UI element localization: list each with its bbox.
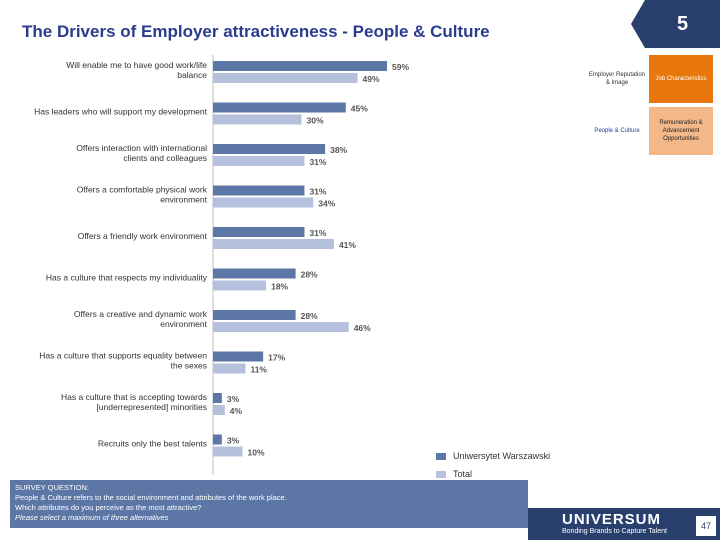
category-label: Offers a friendly work environment (78, 231, 208, 241)
bar-total (213, 239, 334, 249)
bar-total (213, 280, 267, 291)
category-label: Will enable me to have good work/life bal… (66, 60, 207, 80)
data-label-uw: 28% (301, 311, 318, 321)
legend-label-total: Total (453, 469, 473, 479)
category-label: Has a culture that supports equality bet… (39, 351, 207, 371)
bar-total (213, 363, 246, 374)
bar-uw (213, 61, 388, 71)
data-label-total: 34% (318, 199, 335, 209)
data-label-total: 10% (248, 448, 265, 458)
category-label: Has a culture that is accepting towards[… (61, 392, 207, 412)
data-label-total: 11% (250, 365, 267, 375)
data-label-total: 46% (354, 323, 371, 333)
survey-heading: SURVEY QUESTION: (15, 483, 89, 492)
bar-total (213, 114, 302, 125)
bar-uw (213, 351, 264, 362)
bar-uw (213, 227, 305, 237)
data-label-uw: 38% (330, 145, 347, 155)
category-job-characteristics: Job Characteristics (649, 55, 713, 103)
legend-swatch-total (436, 470, 446, 478)
legend-label-uw: Uniwersytet Warszawski (453, 451, 551, 461)
data-label-uw: 3% (227, 394, 240, 404)
category-label: Offers a comfortable physical work enviro… (77, 185, 208, 205)
bar-uw (213, 185, 305, 196)
bar-uw (213, 144, 326, 154)
bar-total (213, 197, 314, 208)
page-number: 47 (696, 516, 716, 536)
category-people-culture: People & Culture (585, 107, 649, 155)
category-employer-reputation: Employer Reputation & Image (585, 55, 649, 103)
data-label-total: 41% (339, 240, 356, 250)
bar-chart: Will enable me to have good work/life bal… (34, 55, 410, 475)
category-grid: Employer Reputation & Image Job Characte… (585, 55, 713, 155)
data-label-uw: 31% (309, 228, 326, 238)
bar-total (213, 322, 349, 332)
category-label: Has leaders who will support my developm… (34, 107, 208, 117)
data-label-total: 18% (271, 282, 288, 292)
universum-logo: UNIVERSUM (562, 511, 662, 528)
data-label-uw: 31% (309, 187, 326, 197)
survey-question-box: SURVEY QUESTION: People & Culture refers… (10, 480, 528, 528)
legend-item-total: Total (436, 465, 550, 483)
page-badge: 5 (631, 0, 720, 48)
page-title: The Drivers of Employer attractiveness -… (22, 22, 490, 41)
data-label-total: 31% (309, 157, 326, 167)
bar-total (213, 156, 305, 166)
category-label: Has a culture that respects my individua… (46, 273, 208, 283)
bar-total (213, 446, 243, 457)
category-label: Offers interaction with international cli… (76, 143, 207, 163)
data-label-uw: 3% (227, 436, 240, 446)
bar-total (213, 73, 358, 83)
legend-swatch-uw (436, 452, 446, 460)
data-label-total: 30% (307, 116, 324, 126)
data-label-uw: 17% (268, 353, 285, 363)
data-label-uw: 45% (351, 104, 368, 114)
survey-line-1: People & Culture refers to the social en… (15, 493, 287, 502)
legend-item-uw: Uniwersytet Warszawski (436, 447, 550, 465)
bar-uw (213, 102, 346, 113)
data-label-uw: 59% (392, 62, 409, 72)
bar-uw (213, 434, 222, 445)
survey-line-2: Which attributes do you perceive as the … (15, 503, 202, 512)
category-label: Offers a creative and dynamic work enviro… (74, 309, 208, 329)
bar-total (213, 405, 225, 415)
survey-line-3: Please select a maximum of three alterna… (15, 513, 169, 522)
data-label-uw: 28% (301, 270, 318, 280)
data-label-total: 4% (230, 406, 243, 416)
logo-tagline: Bonding Brands to Capture Talent (562, 528, 667, 535)
chart-legend: Uniwersytet Warszawski Total (436, 447, 550, 483)
footer-band (528, 508, 720, 540)
bar-uw (213, 393, 222, 403)
bar-uw (213, 310, 296, 320)
category-remuneration: Remuneration & Advancement Opportunities (649, 107, 713, 155)
bar-uw (213, 268, 296, 279)
data-label-total: 49% (363, 74, 380, 84)
category-label: Recruits only the best talents (98, 439, 207, 449)
